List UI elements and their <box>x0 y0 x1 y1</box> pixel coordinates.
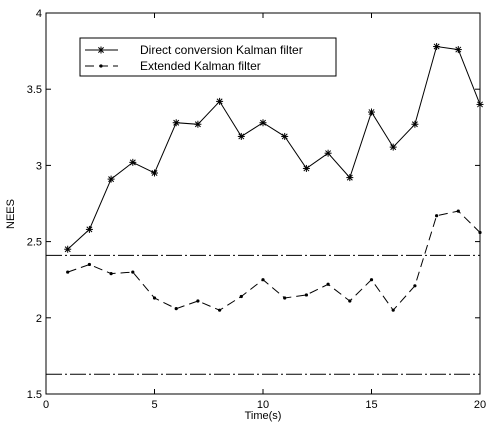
data-point-extended <box>196 299 200 303</box>
legend-marker-extended <box>99 64 103 68</box>
data-point-direct-conversion <box>433 43 441 51</box>
legend-label-direct: Direct conversion Kalman filter <box>140 43 303 57</box>
data-point-extended <box>66 270 70 274</box>
x-tick-label: 20 <box>474 399 486 411</box>
x-tick-label: 15 <box>365 399 377 411</box>
data-point-direct-conversion <box>172 119 180 127</box>
ticks-layer: 0 5 10 15 20 1.5 2 2.5 3 3.5 4 <box>27 8 486 411</box>
legend: Direct conversion Kalman filter Extended… <box>79 37 337 77</box>
series-line-direct-conversion <box>67 45 481 250</box>
data-point-extended <box>239 294 243 299</box>
data-point-direct-conversion <box>216 97 224 105</box>
data-point-extended <box>87 262 91 267</box>
data-point-extended <box>369 278 374 282</box>
y-tick-label: 2.5 <box>27 237 42 249</box>
data-point-direct-conversion <box>107 175 115 183</box>
data-point-extended <box>413 284 417 288</box>
legend-asterisk <box>97 46 105 54</box>
data-point-extended <box>152 296 157 300</box>
data-point-extended <box>218 308 222 312</box>
x-tick-label: 10 <box>257 399 269 411</box>
x-axis-label: Time(s) <box>245 410 282 422</box>
series-layer <box>64 43 484 312</box>
legend-label-extended: Extended Kalman filter <box>140 59 261 73</box>
data-point-direct-conversion <box>324 149 332 157</box>
data-point-direct-conversion <box>454 46 462 54</box>
data-point-extended <box>261 278 265 282</box>
y-axis-label: NEES <box>5 199 17 229</box>
data-point-extended <box>348 299 352 303</box>
data-point-direct-conversion <box>237 132 245 140</box>
data-point-direct-conversion <box>389 143 397 151</box>
data-point-extended <box>326 282 330 286</box>
data-point-extended <box>478 230 482 235</box>
y-tick-label: 3 <box>36 160 42 172</box>
data-point-direct-conversion <box>129 158 137 166</box>
data-point-extended <box>391 308 395 312</box>
data-point-extended <box>174 307 178 311</box>
legend-marker-direct <box>97 46 105 54</box>
data-point-direct-conversion <box>64 245 72 253</box>
data-point-extended <box>435 214 439 218</box>
reference-lines <box>46 254 480 375</box>
data-point-direct-conversion <box>85 225 93 233</box>
data-point-extended <box>131 270 135 274</box>
y-tick-label: 2 <box>36 313 42 325</box>
data-point-direct-conversion <box>151 169 158 177</box>
data-point-direct-conversion <box>346 174 354 182</box>
y-tick-label: 1.5 <box>27 389 42 401</box>
legend-box <box>79 37 337 77</box>
x-tick-label: 0 <box>43 399 49 411</box>
y-tick-label: 3.5 <box>27 84 42 96</box>
data-point-direct-conversion <box>368 108 375 116</box>
data-point-direct-conversion <box>281 132 289 140</box>
x-tick-label: 5 <box>151 399 157 411</box>
data-point-extended <box>283 296 287 300</box>
data-point-direct-conversion <box>302 164 310 172</box>
data-point-direct-conversion <box>194 120 202 128</box>
data-point-extended <box>109 272 113 276</box>
data-point-extended <box>456 209 460 213</box>
data-point-direct-conversion <box>476 100 484 108</box>
series-line-extended <box>67 210 481 312</box>
data-point-direct-conversion <box>259 119 267 127</box>
y-tick-label: 4 <box>36 8 42 20</box>
data-point-extended <box>304 293 308 297</box>
data-point-direct-conversion <box>411 120 419 128</box>
